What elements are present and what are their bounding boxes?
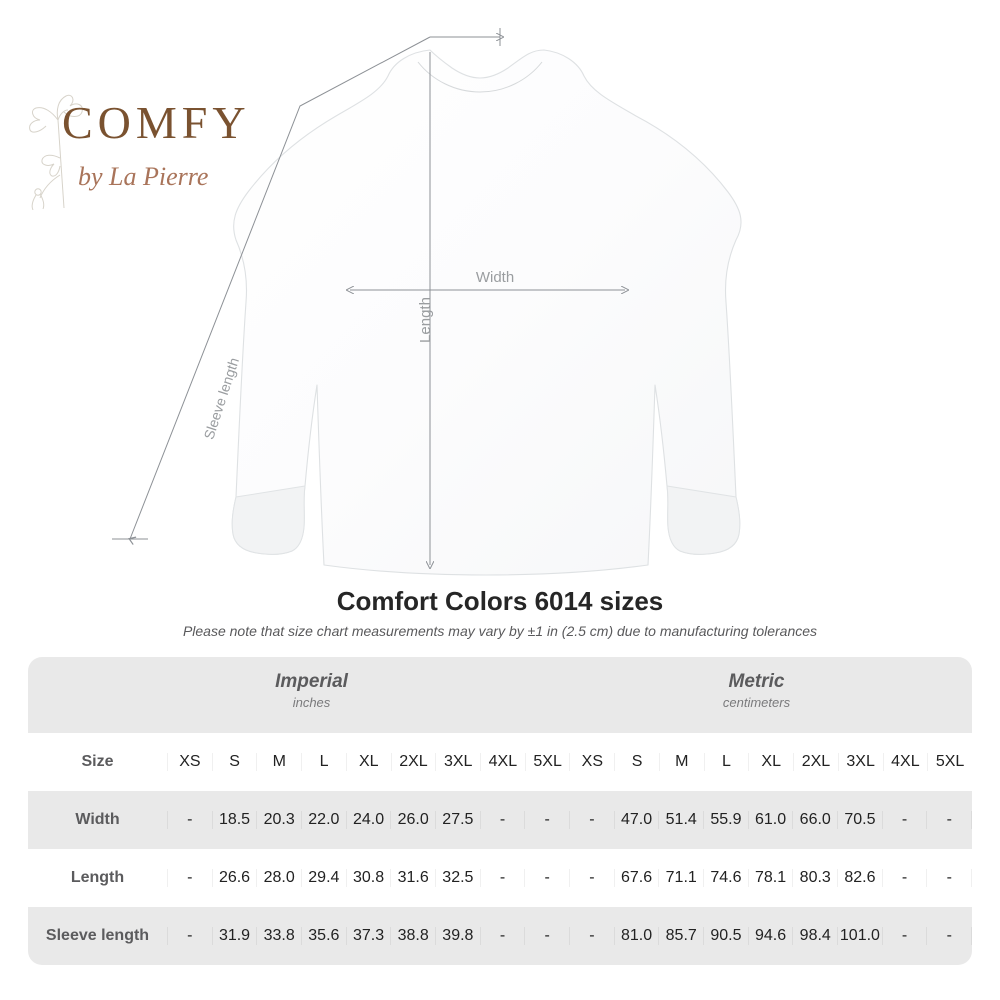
svg-text:Length: Length xyxy=(417,297,434,343)
svg-text:Sleeve length: Sleeve length xyxy=(201,356,242,442)
svg-text:Width: Width xyxy=(476,269,514,286)
